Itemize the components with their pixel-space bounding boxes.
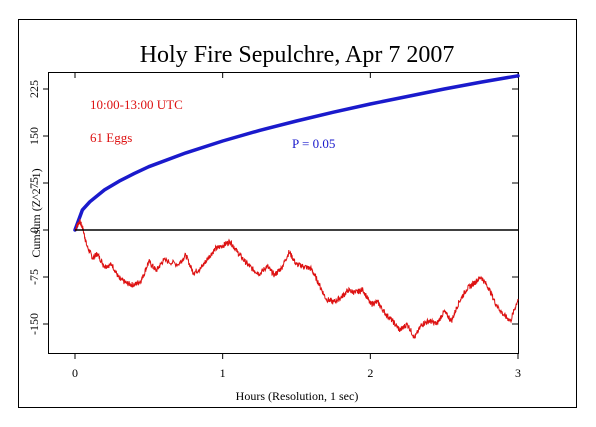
y-tick-label: 75 [27, 177, 41, 189]
annotation-p-value: P = 0.05 [292, 136, 335, 151]
y-tick-label: 225 [27, 80, 41, 98]
annotation-time-range: 10:00-13:00 UTC [90, 97, 183, 112]
axes: 0 1 2 3 -150 -75 0 75 150 225 [27, 72, 521, 380]
y-tick-label: -150 [27, 313, 41, 335]
x-tick-label: 0 [72, 366, 78, 380]
chart-title: Holy Fire Sepulchre, Apr 7 2007 [140, 42, 455, 68]
series-layer [73, 74, 520, 339]
annotation-egg-count: 61 Eggs [90, 130, 132, 145]
y-axis-label: Cumsum (Z^2 - 1) [29, 168, 43, 257]
y-tick-label: -75 [27, 269, 41, 285]
y-tick-label: 150 [27, 127, 41, 145]
envelope-series-line [73, 74, 520, 232]
cumulative-deviation-series-line [74, 218, 519, 339]
x-axis-label: Hours (Resolution, 1 sec) [236, 389, 359, 403]
y-tick-label: 0 [27, 227, 41, 233]
x-tick-label: 2 [367, 366, 373, 380]
plot-area [48, 72, 519, 354]
x-tick-label: 3 [515, 366, 521, 380]
outer-border [18, 19, 577, 408]
x-tick-label: 1 [220, 366, 226, 380]
